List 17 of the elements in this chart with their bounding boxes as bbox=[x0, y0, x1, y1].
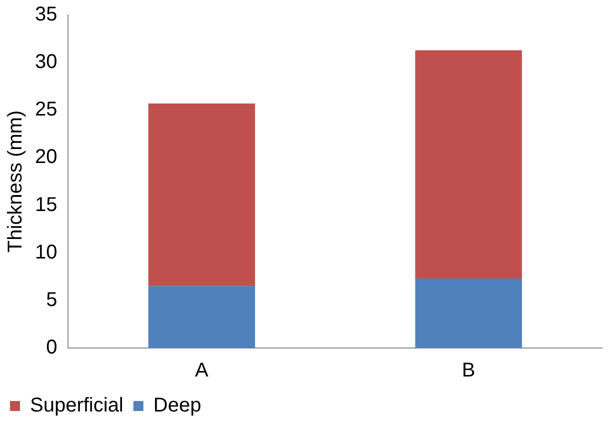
y-tick-label: 15 bbox=[34, 194, 58, 216]
x-tick-label: B bbox=[462, 360, 476, 382]
legend-label: Superficial bbox=[30, 394, 124, 417]
y-axis-title: Thickness (mm) bbox=[4, 110, 27, 253]
bar bbox=[148, 103, 256, 286]
y-tick-label: 30 bbox=[34, 51, 58, 74]
legend-label: Deep bbox=[153, 394, 202, 417]
y-tick-label: 20 bbox=[34, 146, 58, 168]
y-tick-label: 5 bbox=[46, 288, 58, 311]
bar bbox=[148, 286, 256, 348]
bar bbox=[415, 278, 522, 348]
y-tick-label: 35 bbox=[34, 4, 58, 26]
y-tick-label: 0 bbox=[46, 336, 58, 359]
y-tick-label: 10 bbox=[34, 241, 58, 264]
y-tick-label: 25 bbox=[34, 98, 58, 121]
bar bbox=[415, 50, 522, 279]
x-tick-label: A bbox=[195, 360, 210, 382]
